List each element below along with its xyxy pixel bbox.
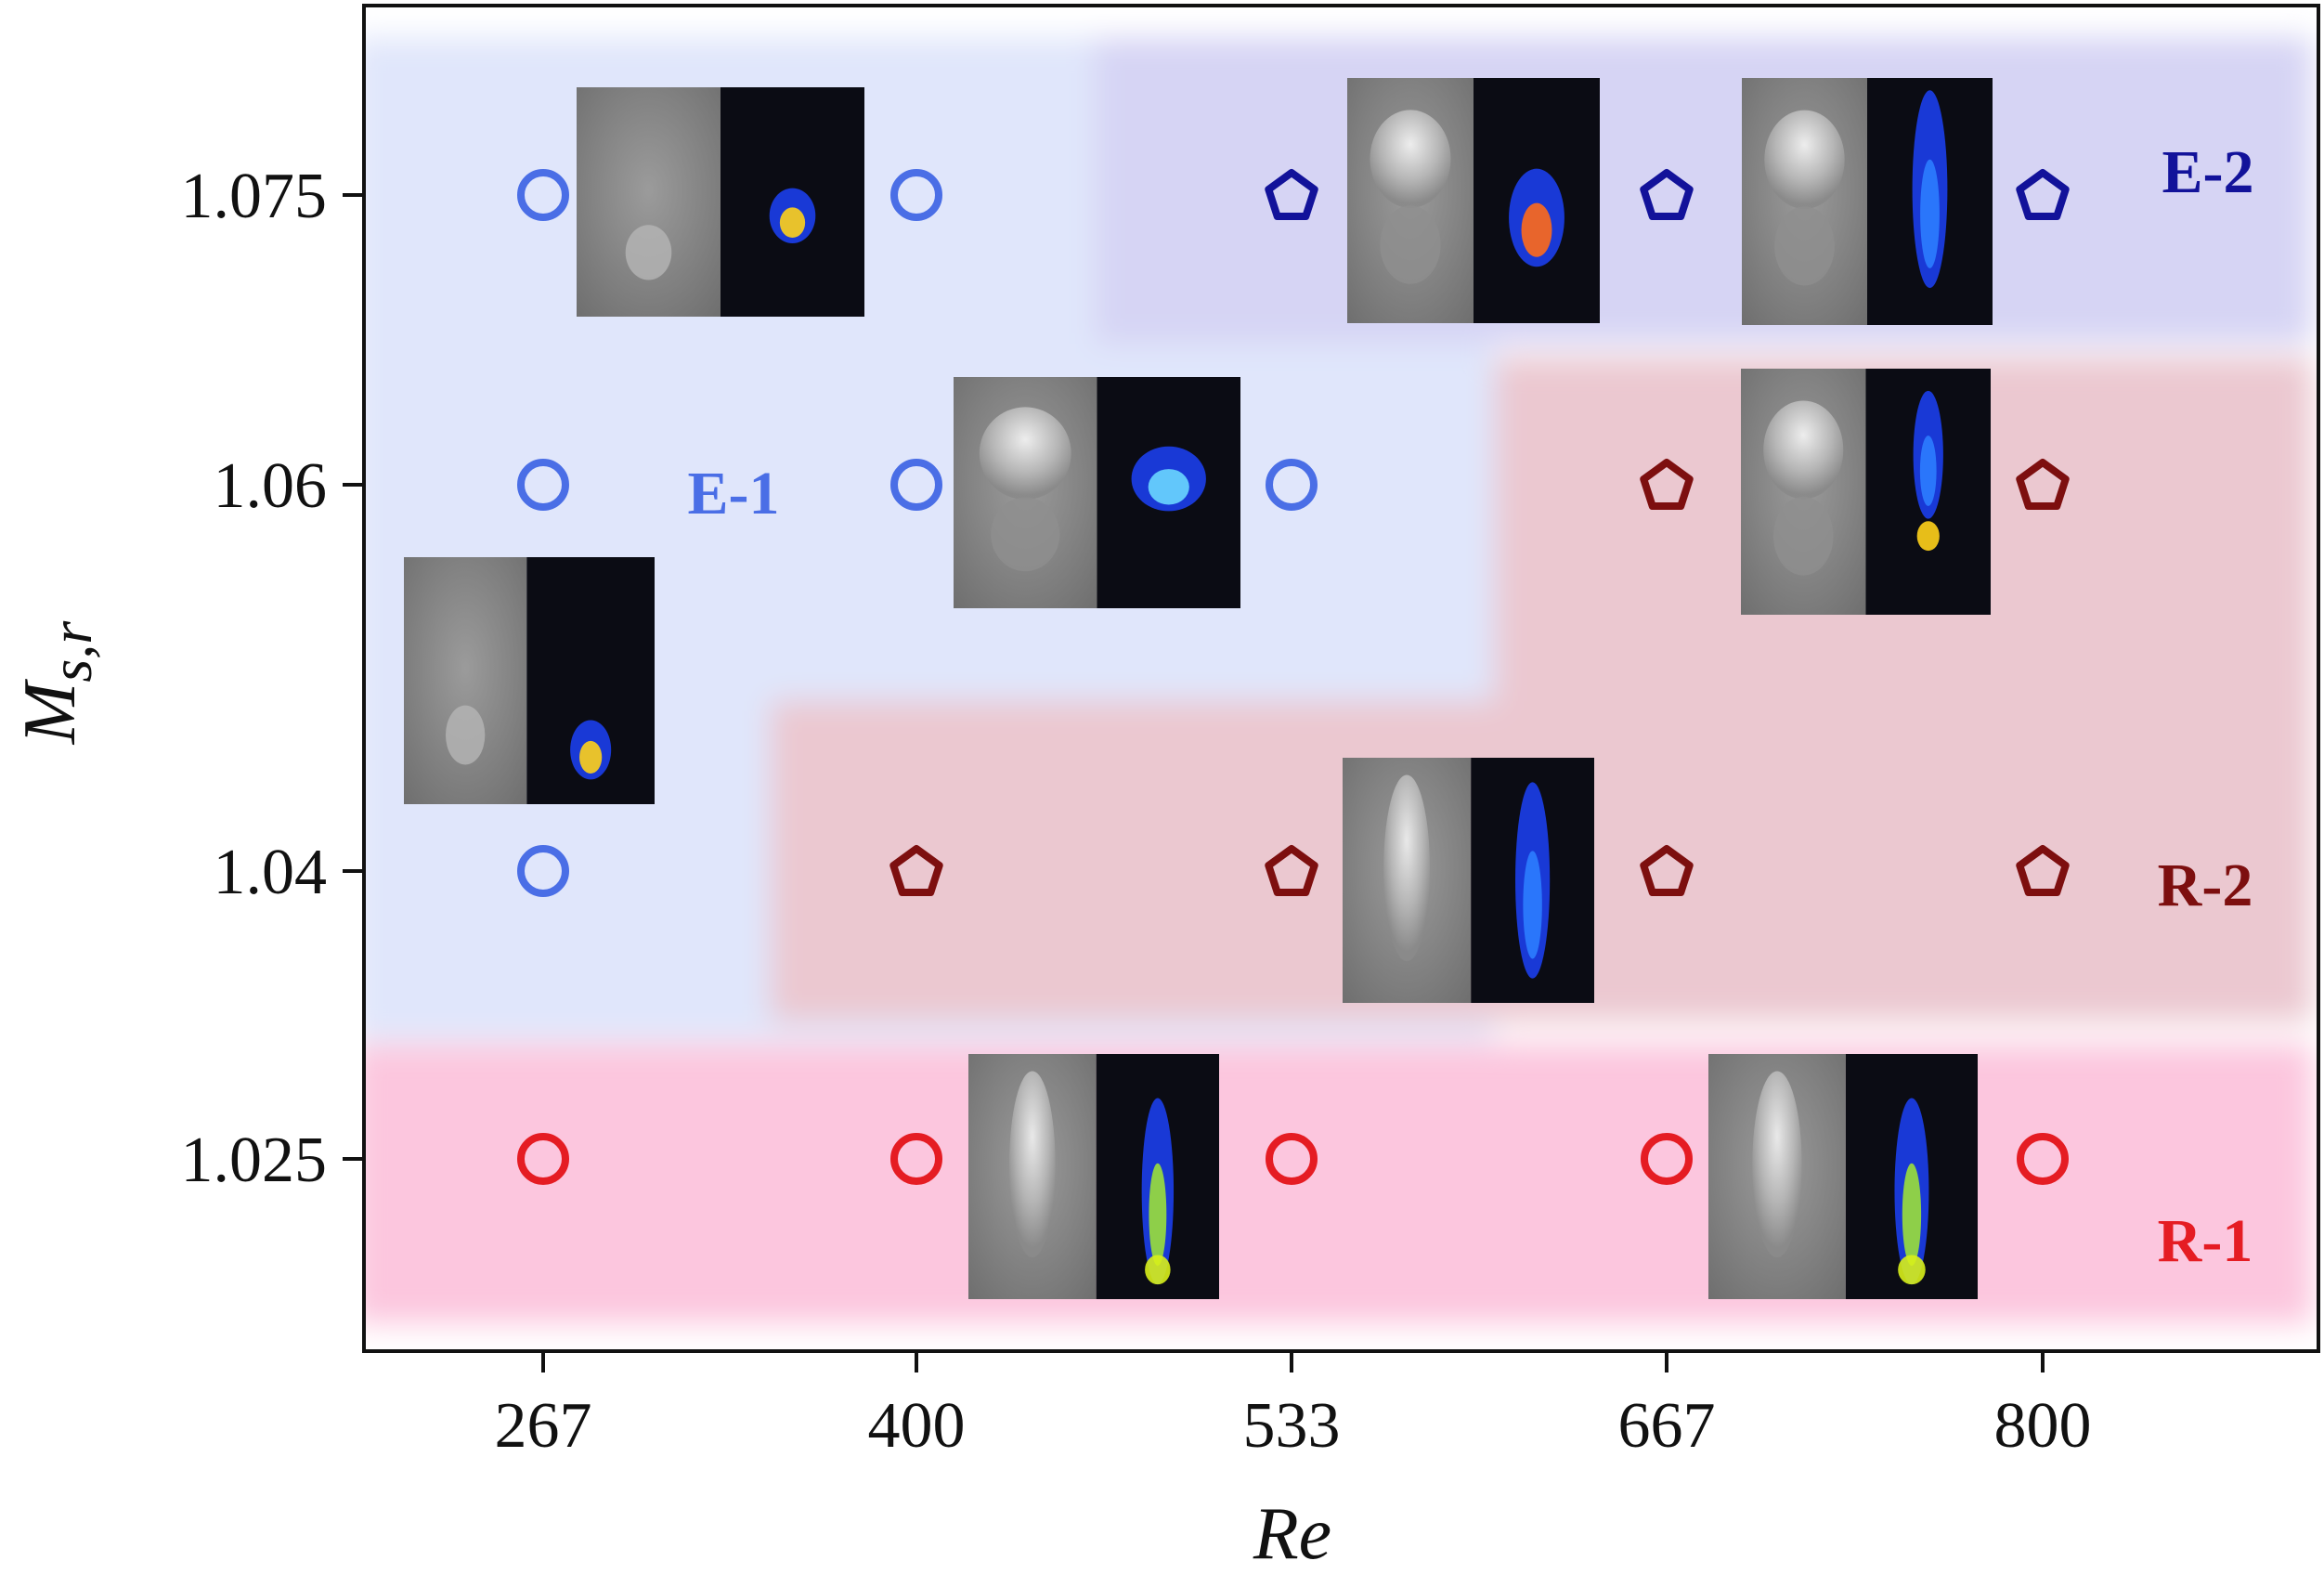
- false-color-panel: [526, 557, 655, 804]
- x-axis-label: Re: [1253, 1493, 1331, 1575]
- inset-e1-mid: [577, 87, 864, 317]
- inset-r1-left: [968, 1054, 1219, 1299]
- shadowgraph-panel: [1347, 78, 1474, 323]
- marker-e-2: [1265, 169, 1318, 220]
- y-tick-label: 1.04: [214, 837, 328, 908]
- shadowgraph-panel: [1742, 78, 1867, 325]
- inset-e2-right: [1742, 78, 1993, 325]
- region-e2-fill: [1096, 37, 2312, 344]
- x-tick-label: 400: [868, 1390, 966, 1462]
- false-color-panel: [1096, 1054, 1219, 1299]
- marker-e-1: [517, 169, 569, 221]
- inset-r1-right: [1708, 1054, 1978, 1299]
- marker-r-2: [1640, 459, 1694, 510]
- region-label-r1: R-1: [2158, 1207, 2253, 1275]
- y-tick-label: 1.06: [214, 450, 328, 522]
- axis-ticks: 267 400 533 667 800 1.025 1.04 1.06 1.075: [181, 161, 2092, 1462]
- marker-e-1: [890, 169, 942, 221]
- marker-r-2: [1640, 845, 1694, 896]
- shadowgraph-panel: [404, 557, 527, 804]
- marker-e-2: [2016, 169, 2070, 220]
- region-label-e2: E-2: [2162, 138, 2254, 206]
- marker-r-1: [2017, 1133, 2069, 1185]
- shadowgraph-panel: [968, 1054, 1097, 1299]
- y-axis-label-main: M: [9, 678, 91, 745]
- region-r1-fill: [364, 1045, 2312, 1323]
- marker-r-2: [2016, 459, 2070, 510]
- marker-r-1: [1266, 1133, 1318, 1185]
- inset-e1-low-re: [404, 557, 655, 804]
- shadowgraph-panel: [1343, 758, 1472, 1003]
- x-tick-label: 667: [1618, 1390, 1716, 1462]
- y-axis-label-sub: s,r: [38, 620, 104, 683]
- false-color-panel: [1474, 78, 1600, 323]
- svg-text:Ms,r: Ms,r: [9, 620, 104, 746]
- marker-e-1: [1266, 459, 1318, 511]
- marker-r-1: [890, 1133, 942, 1185]
- false-color-panel: [1867, 78, 1993, 325]
- shadowgraph-panel: [1708, 1054, 1846, 1299]
- inset-e2-left: [1347, 78, 1600, 323]
- shadowgraph-panel: [954, 377, 1097, 608]
- inset-r2-top: [1741, 369, 1991, 615]
- marker-r-1: [517, 1133, 569, 1185]
- y-axis-label: Ms,r: [9, 620, 104, 746]
- plot-frame: [362, 4, 2320, 1353]
- false-color-panel: [1865, 369, 1991, 615]
- marker-e-2: [1640, 169, 1694, 220]
- image-insets: [404, 78, 1993, 1299]
- marker-r-2: [889, 845, 943, 896]
- y-tick-label: 1.025: [181, 1125, 328, 1196]
- marker-e-1: [517, 845, 569, 897]
- marker-r-1: [1641, 1133, 1693, 1185]
- marker-r-2: [1265, 845, 1318, 896]
- false-color-panel: [1471, 758, 1594, 1003]
- data-markers: [517, 169, 2070, 1185]
- false-color-panel: [1097, 377, 1240, 608]
- marker-e-1: [517, 459, 569, 511]
- shadowgraph-panel: [1741, 369, 1866, 615]
- marker-r-2: [2016, 845, 2070, 896]
- false-color-panel: [1845, 1054, 1978, 1299]
- inset-e1-top: [954, 377, 1240, 608]
- inset-r2-mid: [1343, 758, 1594, 1003]
- false-color-panel: [721, 87, 864, 317]
- marker-e-1: [890, 459, 942, 511]
- y-tick-label: 1.075: [181, 161, 328, 232]
- region-label-e1: E-1: [688, 460, 780, 527]
- x-tick-label: 533: [1243, 1390, 1341, 1462]
- region-label-r2: R-2: [2158, 852, 2253, 919]
- x-tick-label: 800: [1994, 1390, 2092, 1462]
- shadowgraph-panel: [577, 87, 721, 317]
- x-tick-label: 267: [495, 1390, 592, 1462]
